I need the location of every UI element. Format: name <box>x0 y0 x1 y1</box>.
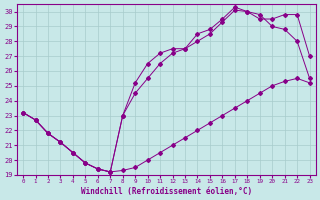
X-axis label: Windchill (Refroidissement éolien,°C): Windchill (Refroidissement éolien,°C) <box>81 187 252 196</box>
